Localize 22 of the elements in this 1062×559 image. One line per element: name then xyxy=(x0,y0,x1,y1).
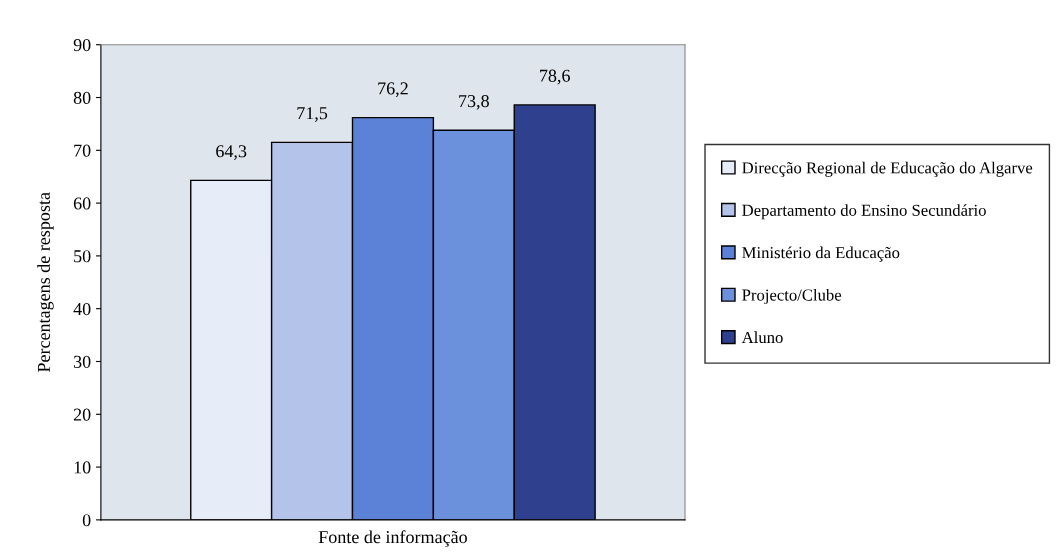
y-tick-label: 70 xyxy=(74,144,91,157)
legend-label: Ministério da Educação xyxy=(742,246,900,262)
data-label: 73,8 xyxy=(459,94,489,110)
legend-label: Departamento do Ensino Secundário xyxy=(742,204,986,220)
data-label: 64,3 xyxy=(216,145,247,160)
data-label: 71,5 xyxy=(297,107,328,122)
legend-label: Aluno xyxy=(741,331,783,344)
y-tick-label: 80 xyxy=(73,91,91,104)
legend-label: Projecto/Clube xyxy=(742,288,842,305)
y-tick-label: 50 xyxy=(74,250,91,263)
x-axis-title: Fonte de informação xyxy=(318,530,467,547)
y-tick-label: 90 xyxy=(73,38,91,52)
data-label: 76,2 xyxy=(378,82,408,98)
y-axis-title: Percentagens de resposta xyxy=(37,192,54,373)
y-tick-label: 20 xyxy=(73,408,91,421)
data-label: 78,6 xyxy=(540,69,570,85)
y-tick-label: 10 xyxy=(74,461,91,474)
y-tick-label: 60 xyxy=(73,197,91,210)
y-tick-label: 40 xyxy=(73,302,91,316)
y-tick-label: 0 xyxy=(82,514,91,527)
y-tick-label: 30 xyxy=(73,355,91,368)
legend-label: Direcção Regional de Educação do Algarve xyxy=(742,161,1033,177)
